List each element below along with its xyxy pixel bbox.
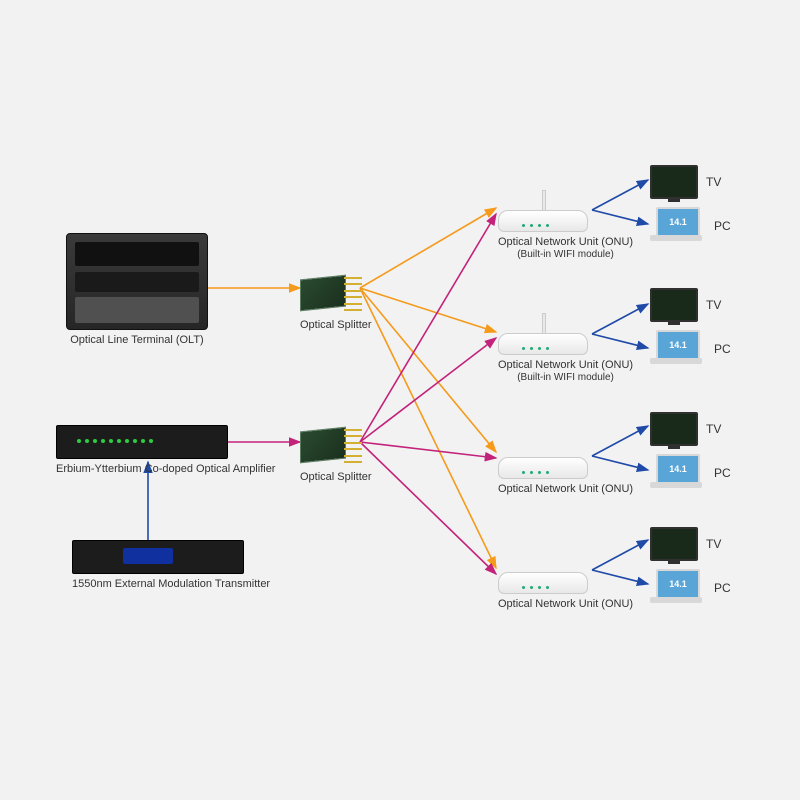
pc-2-node: 14.1 bbox=[650, 330, 702, 364]
olt-device-icon bbox=[66, 233, 208, 330]
pc-1-node: 14.1 bbox=[650, 207, 702, 241]
onu-3-label: Optical Network Unit (ONU) bbox=[498, 483, 633, 496]
amplifier-node: Erbium-Ytterbium Co-doped Optical Amplif… bbox=[56, 425, 275, 476]
onu-1-sublabel: (Built-in WIFI module) bbox=[498, 249, 633, 260]
connection-arrows bbox=[0, 0, 800, 800]
onu-2-node: Optical Network Unit (ONU) (Built-in WIF… bbox=[498, 321, 633, 383]
pc-icon: 14.1 bbox=[650, 569, 702, 603]
splitter-2-node: Optical Splitter bbox=[300, 425, 372, 484]
onu-device-icon bbox=[498, 321, 588, 355]
onu-device-icon bbox=[498, 560, 588, 594]
transmitter-node: 1550nm External Modulation Transmitter bbox=[72, 540, 270, 591]
pc-4-node: 14.1 bbox=[650, 569, 702, 603]
pc-1-label: PC bbox=[714, 219, 731, 233]
onu-2-label: Optical Network Unit (ONU) bbox=[498, 359, 633, 372]
pc-icon: 14.1 bbox=[650, 454, 702, 488]
onu-1-node: Optical Network Unit (ONU) (Built-in WIF… bbox=[498, 198, 633, 260]
onu-device-icon bbox=[498, 198, 588, 232]
olt-label: Optical Line Terminal (OLT) bbox=[66, 334, 208, 347]
splitter-1-label: Optical Splitter bbox=[300, 319, 372, 332]
tv-icon bbox=[650, 412, 698, 446]
onu-3-node: Optical Network Unit (ONU) bbox=[498, 445, 633, 496]
splitter-2-label: Optical Splitter bbox=[300, 471, 372, 484]
amplifier-label: Erbium-Ytterbium Co-doped Optical Amplif… bbox=[56, 463, 275, 476]
tv-1-node bbox=[650, 165, 698, 199]
onu-2-sublabel: (Built-in WIFI module) bbox=[498, 372, 633, 383]
pc-3-node: 14.1 bbox=[650, 454, 702, 488]
tv-icon bbox=[650, 165, 698, 199]
pc-2-label: PC bbox=[714, 342, 731, 356]
tv-2-label: TV bbox=[706, 298, 721, 312]
onu-4-label: Optical Network Unit (ONU) bbox=[498, 598, 633, 611]
tv-4-label: TV bbox=[706, 537, 721, 551]
onu-1-label: Optical Network Unit (ONU) bbox=[498, 236, 633, 249]
tv-icon bbox=[650, 288, 698, 322]
olt-node: Optical Line Terminal (OLT) bbox=[66, 233, 208, 347]
pc-icon: 14.1 bbox=[650, 207, 702, 241]
pc-4-label: PC bbox=[714, 581, 731, 595]
transmitter-label: 1550nm External Modulation Transmitter bbox=[72, 578, 270, 591]
tv-4-node bbox=[650, 527, 698, 561]
tv-3-label: TV bbox=[706, 422, 721, 436]
splitter-1-node: Optical Splitter bbox=[300, 273, 372, 332]
diagram-canvas: { "canvas": { "width": 800, "height": 80… bbox=[0, 0, 800, 800]
splitter-icon bbox=[300, 273, 360, 315]
pc-3-label: PC bbox=[714, 466, 731, 480]
onu-device-icon bbox=[498, 445, 588, 479]
transmitter-device-icon bbox=[72, 540, 244, 574]
tv-3-node bbox=[650, 412, 698, 446]
tv-1-label: TV bbox=[706, 175, 721, 189]
pc-icon: 14.1 bbox=[650, 330, 702, 364]
tv-2-node bbox=[650, 288, 698, 322]
splitter-icon bbox=[300, 425, 360, 467]
onu-4-node: Optical Network Unit (ONU) bbox=[498, 560, 633, 611]
amplifier-device-icon bbox=[56, 425, 228, 459]
tv-icon bbox=[650, 527, 698, 561]
